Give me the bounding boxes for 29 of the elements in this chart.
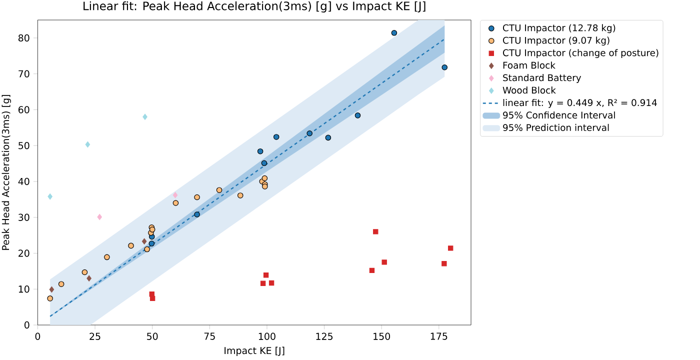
legend-label: CTU Impactor (change of posture) xyxy=(503,49,658,58)
y-tick-label: 60 xyxy=(18,106,30,114)
y-tick-label: 0 xyxy=(24,321,30,329)
legend-label: Standard Battery xyxy=(503,74,582,83)
x-axis-title: Impact KE [J] xyxy=(224,346,284,356)
legend-label: 95% Confidence Interval xyxy=(503,111,615,119)
x-tick-label: 50 xyxy=(147,332,158,340)
legend-label: Foam Block xyxy=(503,62,556,69)
y-tick-label: 50 xyxy=(18,142,30,150)
chart-title: Linear fit: Peak Head Acceleration(3ms) [g] vs Impact KE [J] xyxy=(84,1,426,12)
x-tick-label: 25 xyxy=(90,332,100,340)
y-tick-label: 10 xyxy=(18,286,30,293)
legend-label: linear fit: y = 0.449 x, R² = 0.914 xyxy=(503,98,657,108)
y-tick-label: 30 xyxy=(18,214,30,221)
x-tick-label: 100 xyxy=(258,332,276,340)
legend-label: Wood Block xyxy=(502,86,556,94)
x-tick-label: 75 xyxy=(204,332,215,340)
x-tick-label: 175 xyxy=(430,332,448,340)
x-tick-label: 0 xyxy=(35,332,40,340)
y-tick-label: 20 xyxy=(18,250,30,257)
x-tick-label: 125 xyxy=(316,332,333,340)
y-axis-title: Peak Head Acceleration(3ms) [g] xyxy=(2,95,11,250)
legend-label: CTU Impactor (12.78 kg) xyxy=(503,24,616,34)
legend-label: CTU Impactor (9.07 kg) xyxy=(503,36,610,46)
y-tick-label: 80 xyxy=(18,34,30,42)
y-tick-label: 40 xyxy=(18,178,30,186)
x-tick-label: 150 xyxy=(374,332,390,340)
legend-label: 95% Prediction interval xyxy=(503,124,609,132)
y-tick-label: 70 xyxy=(18,70,30,78)
